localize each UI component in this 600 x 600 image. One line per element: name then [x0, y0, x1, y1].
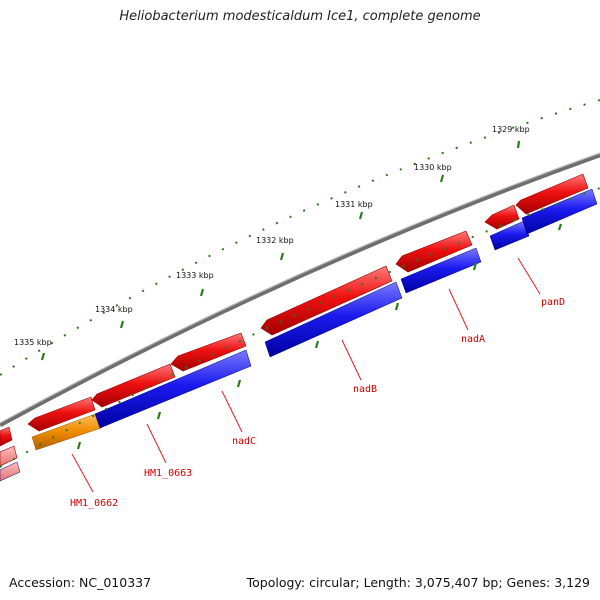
gene-bar — [489, 220, 530, 251]
gene-bar-orange — [31, 412, 102, 451]
accession-text: Accession: NC_010337 — [9, 575, 152, 590]
cds-arrow — [484, 204, 520, 230]
gene-bar — [94, 349, 252, 429]
gene-label-nadc: nadC — [232, 436, 256, 447]
cds-arrow — [395, 230, 473, 273]
gene-label-nadb: nadB — [353, 384, 377, 395]
outer-major-ticks — [40, 140, 521, 361]
map-title: Heliobacterium modesticaldum Ice1, compl… — [119, 9, 481, 24]
genome-backbone — [0, 152, 600, 427]
gene-label-leaders — [71, 257, 541, 493]
inner-major-ticks — [76, 223, 563, 450]
cds-arrow — [0, 445, 18, 467]
tick-labels: 1329 kbp 1330 kbp 1331 kbp 1332 kbp 1333… — [14, 125, 530, 347]
tick-label: 1335 kbp — [14, 338, 52, 347]
cds-arrow — [260, 265, 393, 336]
gene-label-hm1-0662: HM1_0662 — [70, 498, 118, 509]
tick-label: 1331 kbp — [335, 200, 373, 209]
cds-arrow — [170, 332, 247, 372]
tick-label: 1330 kbp — [414, 163, 452, 172]
gene-bar — [400, 247, 482, 294]
cds-arrow — [91, 363, 176, 408]
cds-arrow — [27, 396, 96, 432]
gene-track — [0, 188, 598, 482]
gene-bar — [264, 281, 403, 358]
gene-label-nada: nadA — [461, 334, 485, 345]
gene-label-pand: panD — [541, 297, 565, 308]
gene-label-hm1-0663: HM1_0663 — [144, 468, 192, 479]
tick-label: 1333 kbp — [176, 271, 214, 280]
tick-label: 1334 kbp — [95, 305, 133, 314]
topology-text: Topology: circular; Length: 3,075,407 bp… — [246, 575, 590, 590]
outer-dotted-ring — [0, 99, 600, 376]
cds-arrow — [515, 173, 589, 215]
gene-bar — [0, 461, 21, 482]
gene-bar — [521, 188, 598, 235]
cds-track-red — [0, 173, 589, 467]
gene-labels: panD nadA nadB nadC HM1_0663 HM1_0662 — [70, 297, 565, 509]
tick-label: 1332 kbp — [256, 236, 294, 245]
tick-label: 1329 kbp — [492, 125, 530, 134]
cds-arrow — [0, 426, 13, 447]
